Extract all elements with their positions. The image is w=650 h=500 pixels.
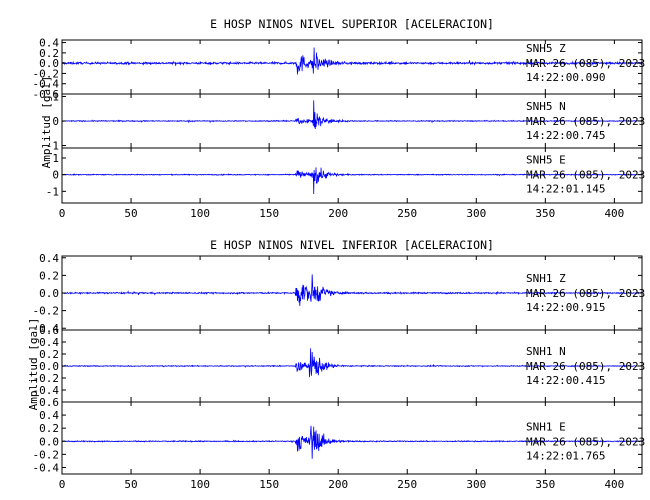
y-tick-label: 0.0 bbox=[39, 287, 59, 300]
x-tick-label: 300 bbox=[466, 207, 486, 220]
y-tick-label: 0.4 bbox=[39, 37, 59, 50]
x-tick-label: 300 bbox=[466, 478, 486, 491]
x-tick-label: 200 bbox=[328, 478, 348, 491]
x-tick-label: 200 bbox=[328, 207, 348, 220]
channel-name: SNH1 E bbox=[526, 420, 566, 433]
x-tick-label: 100 bbox=[190, 207, 210, 220]
y-tick-label: 0.2 bbox=[39, 269, 59, 282]
waveform-trace bbox=[61, 167, 643, 195]
channel-name: SNH5 N bbox=[526, 100, 566, 113]
y-tick-label: 0.4 bbox=[39, 336, 59, 349]
channel-name: SNH5 Z bbox=[526, 42, 566, 55]
channel-name: SNH1 Z bbox=[526, 272, 566, 285]
panel-frame bbox=[61, 401, 643, 475]
y-tick-label: 0.0 bbox=[39, 57, 59, 70]
y-tick-label: -1 bbox=[46, 140, 59, 153]
channel-name: SNH1 N bbox=[526, 345, 566, 358]
waveform-trace bbox=[61, 47, 643, 75]
y-tick-label: 0.4 bbox=[39, 252, 59, 265]
y-axis-label: Amplitud [gal] bbox=[27, 318, 40, 411]
y-tick-label: 1 bbox=[52, 152, 59, 165]
x-tick-label: 50 bbox=[124, 207, 137, 220]
x-tick-label: 100 bbox=[190, 478, 210, 491]
y-tick-label: 0.2 bbox=[39, 47, 59, 60]
y-tick-label: -1 bbox=[46, 185, 59, 198]
channel-date: MAR 26 (085), 2023 bbox=[526, 169, 645, 182]
x-tick-label: 0 bbox=[59, 478, 66, 491]
x-tick-label: 250 bbox=[397, 207, 417, 220]
channel-panel: -0.4 -0.2 0.0 0.2 0.4 SNH1 Z MAR 26 (085), 202… bbox=[33, 252, 646, 335]
y-tick-label: -0.4 bbox=[33, 384, 60, 397]
waveform-trace bbox=[61, 425, 643, 459]
channel-time: 14:22:00.090 bbox=[526, 71, 605, 84]
y-tick-label: -0.6 bbox=[33, 88, 60, 101]
x-tick-label: 400 bbox=[604, 478, 624, 491]
x-tick-label: 150 bbox=[259, 478, 279, 491]
panel-frame bbox=[61, 147, 643, 204]
channel-date: MAR 26 (085), 2023 bbox=[526, 435, 645, 448]
x-tick-label: 0 bbox=[59, 207, 66, 220]
x-tick-label: 150 bbox=[259, 207, 279, 220]
lower-level-chart: E HOSP NINOS NIVEL INFERIOR [ACELERACION… bbox=[27, 238, 645, 491]
y-tick-label: -0.2 bbox=[33, 448, 60, 461]
waveform-trace bbox=[61, 274, 643, 306]
x-tick-label: 50 bbox=[124, 478, 137, 491]
y-tick-label: 0.0 bbox=[39, 360, 59, 373]
y-tick-label: 0.0 bbox=[39, 435, 59, 448]
y-tick-label: 0.2 bbox=[39, 422, 59, 435]
channel-date: MAR 26 (085), 2023 bbox=[526, 360, 645, 373]
waveform-trace bbox=[61, 348, 643, 378]
channel-date: MAR 26 (085), 2023 bbox=[526, 57, 645, 70]
y-tick-label: 0 bbox=[52, 115, 59, 128]
channel-name: SNH5 E bbox=[526, 154, 566, 167]
y-tick-label: 0 bbox=[52, 169, 59, 182]
y-tick-label: 0.6 bbox=[39, 396, 59, 409]
channel-panel: -0.6-0.4-0.20.00.20.4 SNH5 Z MAR 26 (085),… bbox=[33, 37, 646, 101]
upper-level-chart: E HOSP NINOS NIVEL SUPERIOR [ACELERACION… bbox=[33, 17, 646, 220]
channel-time: 14:22:01.145 bbox=[526, 183, 605, 196]
y-tick-label: -0.2 bbox=[33, 305, 60, 318]
y-tick-label: 0.6 bbox=[39, 324, 59, 337]
y-axis-label: Amplitud [gal] bbox=[40, 76, 53, 169]
x-tick-label: 400 bbox=[604, 207, 624, 220]
channel-panel: -0.4-0.20.00.20.40.6 SNH1 E MAR 26 (085), … bbox=[33, 396, 645, 475]
y-tick-label: 0.2 bbox=[39, 348, 59, 361]
chart-title: E HOSP NINOS NIVEL SUPERIOR [ACELERACION… bbox=[210, 17, 494, 31]
y-tick-label: -0.4 bbox=[33, 461, 60, 474]
channel-time: 14:22:00.915 bbox=[526, 301, 605, 314]
y-tick-label: -0.2 bbox=[33, 67, 60, 80]
chart-title: E HOSP NINOS NIVEL INFERIOR [ACELERACION… bbox=[210, 238, 494, 252]
channel-date: MAR 26 (085), 2023 bbox=[526, 115, 645, 128]
y-tick-label: -0.4 bbox=[33, 78, 60, 91]
x-tick-label: 350 bbox=[535, 207, 555, 220]
y-tick-label: -0.2 bbox=[33, 372, 60, 385]
y-tick-label: 0.4 bbox=[39, 409, 59, 422]
channel-date: MAR 26 (085), 2023 bbox=[526, 287, 645, 300]
y-tick-label: 1 bbox=[52, 90, 59, 103]
channel-time: 14:22:00.745 bbox=[526, 129, 605, 142]
y-tick-label: -0.4 bbox=[33, 322, 60, 335]
x-tick-label: 250 bbox=[397, 478, 417, 491]
waveform-trace bbox=[61, 100, 643, 130]
channel-time: 14:22:00.415 bbox=[526, 374, 605, 387]
channel-time: 14:22:01.765 bbox=[526, 449, 605, 462]
x-tick-label: 350 bbox=[535, 478, 555, 491]
